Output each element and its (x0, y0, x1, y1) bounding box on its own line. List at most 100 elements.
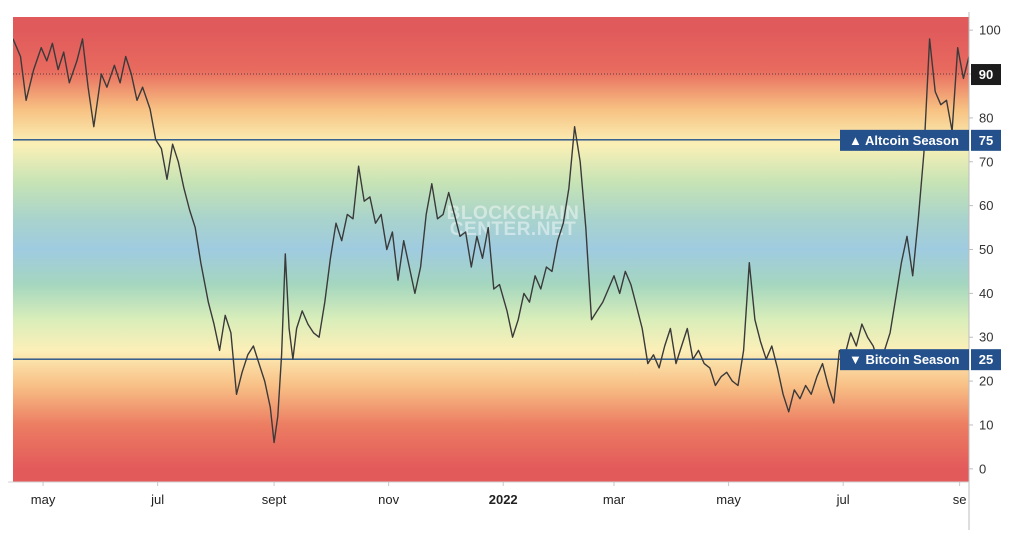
data-point (929, 38, 930, 39)
data-point (518, 319, 519, 320)
data-point (183, 188, 184, 189)
data-point (319, 337, 320, 338)
x-tick-label: se (953, 492, 967, 507)
data-point (397, 280, 398, 281)
data-point (574, 126, 575, 127)
data-point (120, 82, 121, 83)
data-point (704, 363, 705, 364)
data-point (247, 354, 248, 355)
data-point (828, 385, 829, 386)
watermark-line-1: BLOCKCHAIN (447, 203, 580, 224)
season-badge-25: ▼ Bitcoin Season 25 (840, 349, 1001, 371)
data-point (636, 306, 637, 307)
data-point (106, 87, 107, 88)
data-point (63, 52, 64, 53)
data-point (195, 227, 196, 228)
data-point (546, 266, 547, 267)
data-point (568, 188, 569, 189)
data-point (535, 275, 536, 276)
data-point (709, 367, 710, 368)
data-point (253, 345, 254, 346)
data-point (493, 288, 494, 289)
data-point (850, 332, 851, 333)
data-point (873, 345, 874, 346)
data-point (613, 275, 614, 276)
data-point (242, 372, 243, 373)
y-axis: 0 10 20 30 40 50 60 70 80 90 100 (968, 12, 1001, 530)
data-point (642, 328, 643, 329)
data-point (687, 328, 688, 329)
data-point (816, 376, 817, 377)
data-point (551, 271, 552, 272)
data-point (822, 363, 823, 364)
data-point (369, 196, 370, 197)
data-point (771, 345, 772, 346)
x-tick-label: nov (378, 492, 399, 507)
data-point (213, 324, 214, 325)
data-point (76, 60, 77, 61)
data-point (414, 293, 415, 294)
data-point (150, 109, 151, 110)
y-tick-label: 100 (979, 23, 1001, 38)
data-point (454, 214, 455, 215)
data-point (726, 372, 727, 373)
data-point (833, 402, 834, 403)
data-point (721, 376, 722, 377)
data-point (512, 337, 513, 338)
current-value-label: 90 (979, 67, 993, 82)
data-point (681, 345, 682, 346)
data-point (906, 236, 907, 237)
data-point (675, 363, 676, 364)
data-point (225, 315, 226, 316)
data-point (749, 262, 750, 263)
data-point (471, 266, 472, 267)
data-point (131, 73, 132, 74)
series-line-0 (13, 38, 969, 444)
season-badge-box (840, 349, 969, 371)
data-point (664, 345, 665, 346)
data-point (625, 271, 626, 272)
season-badge-label: ▼ Bitcoin Season (849, 352, 959, 367)
data-point (172, 144, 173, 145)
data-point (219, 350, 220, 351)
data-point (296, 328, 297, 329)
data-point (766, 359, 767, 360)
data-point (488, 227, 489, 228)
data-point (58, 69, 59, 70)
data-point (653, 354, 654, 355)
data-point (895, 297, 896, 298)
data-point (591, 319, 592, 320)
season-value-box (971, 129, 1001, 151)
current-value-badge: 90 (971, 64, 1001, 86)
data-point (698, 350, 699, 351)
data-point (386, 249, 387, 250)
data-point (277, 416, 278, 417)
data-point (630, 284, 631, 285)
data-point (274, 442, 275, 443)
data-point (437, 218, 438, 219)
y-tick-label: 0 (979, 461, 986, 476)
data-point (743, 350, 744, 351)
data-point (431, 183, 432, 184)
data-point (330, 258, 331, 259)
data-point (715, 385, 716, 386)
data-point (918, 218, 919, 219)
x-tick-label: jul (150, 492, 164, 507)
data-point (358, 166, 359, 167)
data-point (258, 363, 259, 364)
series-line-layer (13, 38, 969, 444)
data-point (285, 253, 286, 254)
data-point (760, 341, 761, 342)
data-point (375, 223, 376, 224)
data-point (506, 310, 507, 311)
data-point (178, 161, 179, 162)
x-axis: may jul sept nov 2022 mar may jul se (8, 481, 969, 507)
data-point (41, 47, 42, 48)
data-point (839, 350, 840, 351)
data-point (82, 38, 83, 39)
data-point (125, 56, 126, 57)
data-point (692, 359, 693, 360)
y-tick-label: 80 (979, 110, 993, 125)
data-point (33, 69, 34, 70)
